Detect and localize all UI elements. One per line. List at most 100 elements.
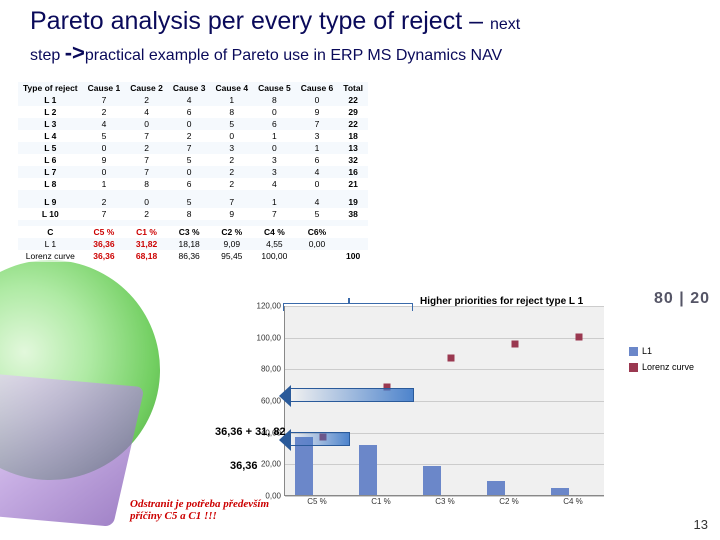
chart-bar bbox=[359, 445, 377, 495]
td: 7 bbox=[210, 196, 253, 208]
td: 38 bbox=[338, 208, 368, 220]
td: 4 bbox=[83, 118, 126, 130]
td: L 1 bbox=[18, 238, 83, 250]
decorative-purple-stack bbox=[0, 373, 145, 526]
td: 1 bbox=[210, 94, 253, 106]
td: 0 bbox=[296, 178, 339, 190]
slide-title: Pareto analysis per every type of reject… bbox=[30, 6, 700, 36]
td: 5 bbox=[210, 118, 253, 130]
td: 0 bbox=[253, 142, 296, 154]
legend-label: Lorenz curve bbox=[642, 362, 694, 372]
calc-label-1: 36,36 + 31, 82 bbox=[215, 426, 286, 438]
td: 8 bbox=[168, 208, 211, 220]
td: 4 bbox=[296, 196, 339, 208]
td: L 2 bbox=[18, 106, 83, 118]
td: 7 bbox=[168, 142, 211, 154]
y-axis-label: 100,00 bbox=[257, 333, 281, 342]
td: 36,36 bbox=[83, 238, 126, 250]
td: 5 bbox=[83, 130, 126, 142]
td: 2 bbox=[210, 154, 253, 166]
td: 6 bbox=[296, 154, 339, 166]
td: 4 bbox=[125, 106, 168, 118]
td: 2 bbox=[210, 178, 253, 190]
lorenz-point bbox=[512, 340, 519, 347]
pareto-data-table: Type of reject Cause 1 Cause 2 Cause 3 C… bbox=[18, 82, 368, 262]
td: 5 bbox=[296, 208, 339, 220]
td: 13 bbox=[338, 142, 368, 154]
th: C6% bbox=[296, 226, 339, 238]
td: 29 bbox=[338, 106, 368, 118]
title-main: Pareto analysis per every type of reject… bbox=[30, 7, 490, 35]
td: 7 bbox=[83, 208, 126, 220]
arrow-annotation-lower bbox=[290, 432, 350, 446]
th: Type of reject bbox=[18, 82, 83, 94]
legend-swatch-icon bbox=[629, 347, 638, 356]
td: Lorenz curve bbox=[18, 250, 83, 262]
eighty-twenty-badge: 80 | 20 bbox=[654, 290, 710, 308]
td: 0 bbox=[296, 94, 339, 106]
td: 7 bbox=[125, 130, 168, 142]
td: 7 bbox=[125, 166, 168, 178]
td: 6 bbox=[253, 118, 296, 130]
x-axis-label: C3 % bbox=[435, 497, 455, 506]
summary-header-row: C C5 % C1 % C3 % C2 % C4 % C6% bbox=[18, 226, 368, 238]
td: 32 bbox=[338, 154, 368, 166]
td: L 5 bbox=[18, 142, 83, 154]
th: Cause 1 bbox=[83, 82, 126, 94]
th: C4 % bbox=[253, 226, 296, 238]
y-axis-label: 120,00 bbox=[257, 302, 281, 311]
td: 2 bbox=[210, 166, 253, 178]
table-row: L 1072897538 bbox=[18, 208, 368, 220]
td: 2 bbox=[125, 208, 168, 220]
td: 18 bbox=[338, 130, 368, 142]
grid-line bbox=[285, 464, 604, 465]
td: 3 bbox=[296, 130, 339, 142]
th: C1 % bbox=[125, 226, 168, 238]
td: 6 bbox=[168, 106, 211, 118]
td: L 6 bbox=[18, 154, 83, 166]
td: 7 bbox=[253, 208, 296, 220]
td: 2 bbox=[83, 106, 126, 118]
y-axis-label: 60,00 bbox=[261, 397, 281, 406]
td: 19 bbox=[338, 196, 368, 208]
td: 0 bbox=[83, 166, 126, 178]
td: 68,18 bbox=[125, 250, 168, 262]
title-next: next bbox=[490, 16, 520, 33]
x-axis-label: C5 % bbox=[307, 497, 327, 506]
td: 100 bbox=[338, 250, 368, 262]
x-axis-label: C2 % bbox=[499, 497, 519, 506]
td: 1 bbox=[253, 196, 296, 208]
x-axis-label: C1 % bbox=[371, 497, 391, 506]
lorenz-point bbox=[576, 333, 583, 340]
td bbox=[338, 238, 368, 250]
td: 5 bbox=[168, 154, 211, 166]
td: 9,09 bbox=[210, 238, 253, 250]
th: C5 % bbox=[83, 226, 126, 238]
note-line: Odstranit je potřeba především bbox=[130, 498, 269, 510]
td: 1 bbox=[83, 178, 126, 190]
td: 3 bbox=[253, 154, 296, 166]
td: 3 bbox=[253, 166, 296, 178]
td: 31,82 bbox=[125, 238, 168, 250]
grid-line bbox=[285, 338, 604, 339]
legend-swatch-icon bbox=[629, 363, 638, 372]
priority-bracket bbox=[283, 303, 413, 311]
th: Cause 3 bbox=[168, 82, 211, 94]
td: L 7 bbox=[18, 166, 83, 178]
arrow-annotation-upper bbox=[290, 388, 414, 402]
td: 2 bbox=[168, 130, 211, 142]
table-row: L 502730113 bbox=[18, 142, 368, 154]
td: 22 bbox=[338, 94, 368, 106]
note-line: příčiny C5 a C1 !!! bbox=[130, 510, 217, 522]
td: 0 bbox=[168, 118, 211, 130]
td: 9 bbox=[83, 154, 126, 166]
td: L 4 bbox=[18, 130, 83, 142]
td: 1 bbox=[296, 142, 339, 154]
td: 86,36 bbox=[168, 250, 211, 262]
th: C2 % bbox=[210, 226, 253, 238]
page-number: 13 bbox=[694, 517, 708, 532]
priority-label: Higher priorities for reject type L 1 bbox=[420, 296, 583, 307]
td: 2 bbox=[125, 94, 168, 106]
td: 6 bbox=[168, 178, 211, 190]
td: 95,45 bbox=[210, 250, 253, 262]
